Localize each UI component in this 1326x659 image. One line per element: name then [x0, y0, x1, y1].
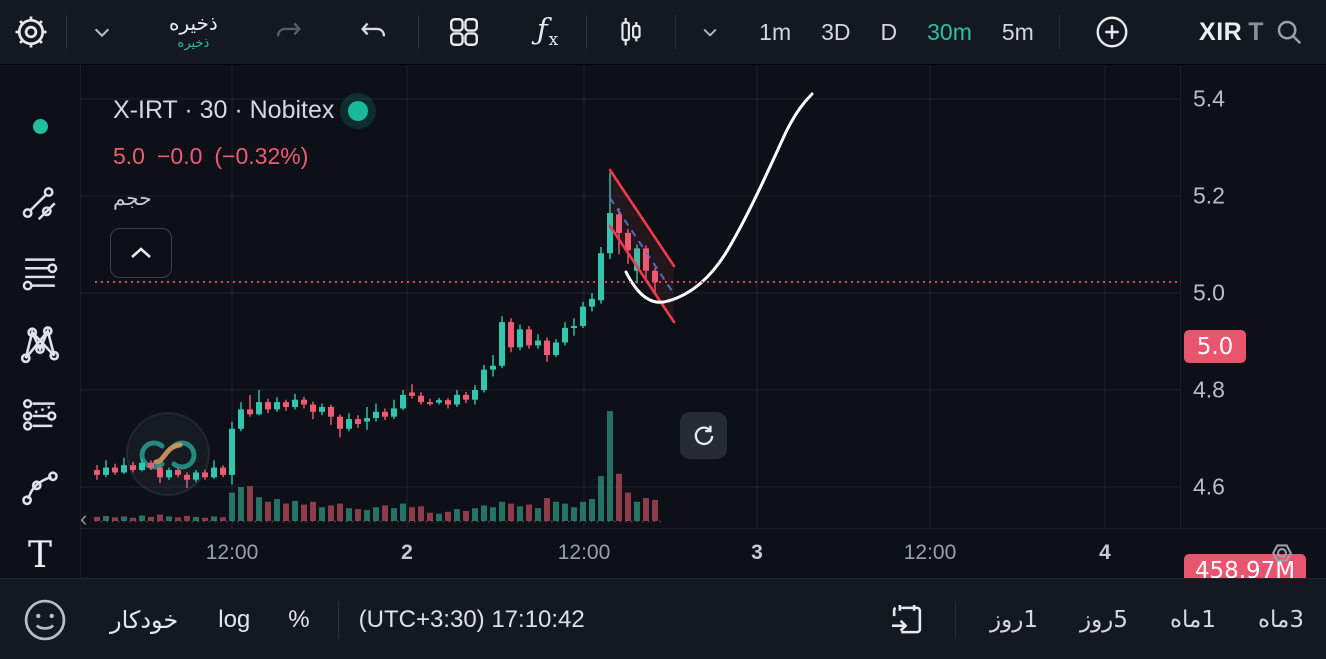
price-tick-label: 4.6 [1193, 473, 1225, 500]
xabcd-pattern-tool-icon [18, 322, 62, 366]
time-tick-label: 3 [751, 541, 763, 564]
refresh-rotate-icon [690, 422, 718, 450]
active-tool-color-dot[interactable] [18, 104, 62, 148]
percent-scale-button[interactable]: % [282, 605, 315, 635]
timeframe-30m-button[interactable]: 30m [927, 18, 972, 45]
refresh-drawing-button[interactable] [680, 412, 727, 459]
timeframe-menu-chevron-button[interactable] [694, 21, 726, 43]
price-change-percent: (−0.32%) [214, 143, 309, 169]
goto-date-button[interactable] [881, 599, 933, 641]
indicators-fx-button[interactable]: ƒx [531, 14, 564, 50]
add-alert-plus-button[interactable] [1088, 13, 1136, 51]
legend-symbol-label: X-IRT · 30 · Nobitex [113, 96, 335, 124]
timezone-clock-label[interactable]: (UTC+3:30) 17:10:42 [358, 605, 585, 633]
toolbar-separator [675, 15, 677, 49]
timeframe-3d-button[interactable]: 3D [821, 18, 851, 45]
time-tick-label: 12:00 [205, 541, 259, 564]
text-tool-button[interactable]: T [18, 534, 62, 578]
save-status-label: ذخیره [177, 36, 210, 52]
curve-tool-icon [18, 464, 62, 508]
time-axis[interactable]: 12:00 2 12:00 3 12:00 4 [80, 528, 1326, 579]
range-1month-button[interactable]: 1ماه [1164, 606, 1222, 634]
range-1day-button[interactable]: 1روز [984, 606, 1044, 634]
settings-gear-button[interactable] [6, 12, 56, 52]
smiley-face-icon [22, 597, 68, 643]
last-price-badge: 5.0 [1184, 330, 1246, 363]
undo-arrow-icon [356, 17, 390, 47]
pane-collapse-arrow[interactable]: ‹ [80, 506, 88, 531]
toolbar-separator [955, 600, 956, 639]
nobitex-watermark-logo [126, 412, 210, 496]
price-tick-label: 5.0 [1193, 279, 1225, 306]
candles-chart-type-icon [615, 14, 647, 50]
symbol-ticker-suffix: T [1248, 17, 1264, 46]
undo-button[interactable] [350, 16, 396, 48]
fib-retracement-tool-icon [18, 251, 62, 293]
fx-indicators-icon: ƒx [536, 12, 559, 50]
time-tick-label: 12:00 [903, 541, 957, 564]
symbol-menu-chevron-button[interactable] [85, 20, 119, 44]
curve-tool-button[interactable] [18, 464, 62, 508]
layout-grid-button[interactable] [441, 14, 487, 50]
price-change-value: −0.0 [156, 143, 203, 169]
time-tick-label: 4 [1099, 541, 1111, 564]
drawing-tools-sidebar: T [0, 64, 81, 578]
chevron-down-icon [700, 22, 720, 42]
price-axis[interactable]: 5.0 458.97M 5.4 5.2 5.0 4.8 4.6 [1180, 64, 1326, 587]
save-button[interactable]: ذخیره ذخیره [163, 12, 224, 52]
toolbar-separator [586, 15, 588, 49]
search-icon [1274, 17, 1304, 47]
bottom-toolbar: خودکار log % (UTC+3:30) 17:10:42 1روز 5ر… [0, 578, 1326, 659]
calendar-goto-icon [887, 600, 927, 640]
teal-dot-icon [32, 118, 48, 134]
toolbar-separator [337, 600, 339, 639]
log-scale-button[interactable]: log [212, 605, 256, 635]
time-tick-label: 2 [401, 541, 413, 564]
xabcd-pattern-tool-button[interactable] [18, 322, 62, 366]
toolbar-separator [1058, 15, 1060, 49]
plus-circle-icon [1094, 14, 1130, 50]
top-toolbar: ذخیره ذخیره [0, 0, 1326, 65]
chevron-up-icon [128, 244, 154, 262]
chart-legend[interactable]: X-IRT · 30 · Nobitex 5.0 −0.0 (−0.32%) [113, 96, 369, 170]
redo-arrow-icon [272, 17, 306, 47]
trend-line-tool-icon [19, 181, 61, 223]
chevron-down-icon [91, 21, 113, 43]
save-label: ذخیره [169, 11, 218, 36]
trend-line-tool-button[interactable] [18, 180, 62, 224]
toolbar-separator [417, 15, 419, 49]
price-tick-label: 5.2 [1193, 182, 1225, 209]
axis-settings-button[interactable] [1266, 539, 1298, 567]
date-range-group: 1روز 5روز 1ماه 3ماه [984, 606, 1310, 634]
time-tick-label: 12:00 [557, 541, 611, 564]
price-tick-label: 4.8 [1193, 376, 1225, 403]
volume-indicator-label[interactable]: حجم [113, 186, 152, 210]
text-tool-icon: T [27, 535, 52, 576]
status-dot-icon [348, 100, 369, 121]
redo-button[interactable] [266, 16, 312, 48]
price-tick-label: 5.4 [1193, 85, 1225, 112]
chart-type-button[interactable] [609, 13, 653, 51]
timeframe-5m-button[interactable]: 5m [1001, 18, 1034, 45]
range-3month-button[interactable]: 3ماه [1252, 606, 1310, 634]
last-price-value: 5.0 [113, 143, 145, 169]
fib-retracement-tool-button[interactable] [18, 250, 62, 294]
layout-grid-icon [447, 15, 481, 49]
timeframe-1m-button[interactable]: 1m [759, 18, 792, 45]
gear-icon [12, 13, 50, 51]
forecast-tool-icon [18, 395, 62, 437]
symbol-ticker-label: XIR [1199, 17, 1243, 46]
range-5day-button[interactable]: 5روز [1074, 606, 1134, 634]
forecast-tool-button[interactable] [18, 394, 62, 438]
indicator-collapse-button[interactable] [110, 228, 172, 278]
toolbar-separator [66, 15, 67, 49]
hexagon-settings-icon [1266, 539, 1298, 567]
auto-scale-button[interactable]: خودکار [104, 605, 184, 635]
symbol-search-button[interactable]: XIR T [1193, 16, 1310, 48]
emoji-tool-button[interactable] [16, 596, 74, 644]
timeframe-d-button[interactable]: D [880, 18, 898, 45]
